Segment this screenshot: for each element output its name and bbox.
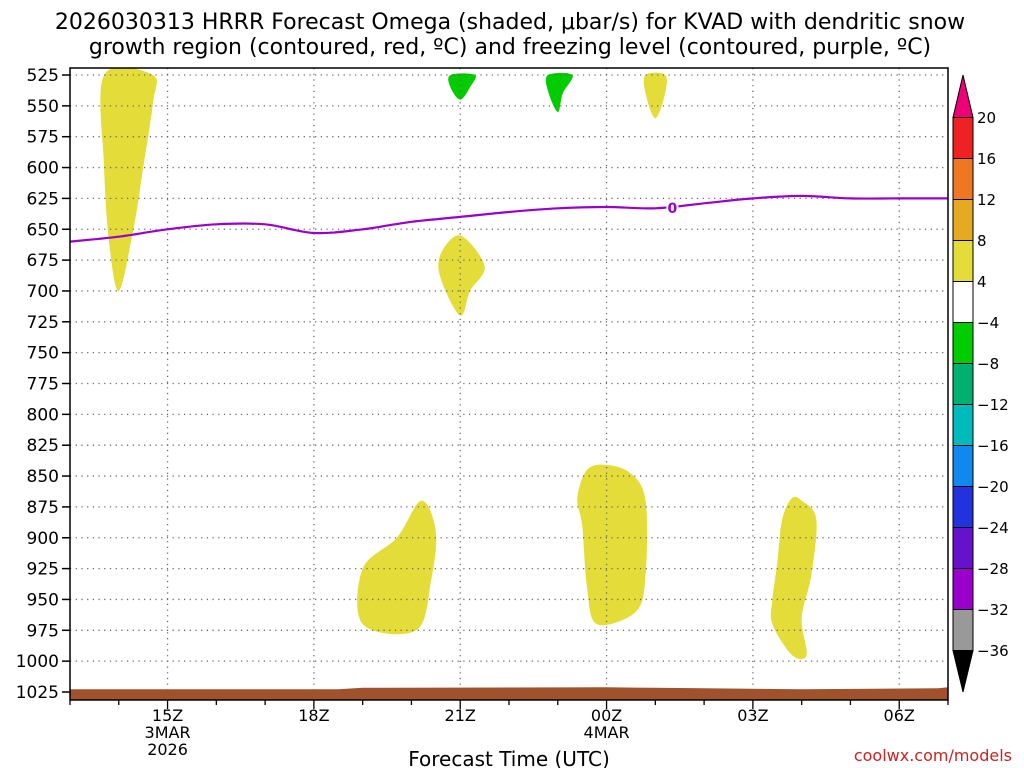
chart-title-line-1: 2026030313 HRRR Forecast Omega (shaded, … bbox=[55, 10, 965, 35]
colorbar-segment-0 bbox=[952, 117, 974, 159]
x-tick-label-18Z-line1: 18Z bbox=[298, 706, 329, 725]
y-tick-label-825: 825 bbox=[27, 436, 59, 456]
colorbar-label-9: −20 bbox=[977, 478, 1009, 496]
omega-region-ascent-3MAR-14Z-upper bbox=[100, 68, 157, 291]
y-tick-label-1000: 1000 bbox=[16, 652, 59, 672]
freezing-level-layer: 0 bbox=[69, 194, 948, 243]
y-tick-label-650: 650 bbox=[27, 220, 59, 240]
y-tick-label-550: 550 bbox=[27, 97, 59, 117]
colorbar-segment-8 bbox=[952, 445, 974, 487]
colorbar-label-6: −8 bbox=[977, 355, 999, 373]
x-tick-label-06Z-line1: 06Z bbox=[884, 706, 915, 725]
freezing-level-line bbox=[69, 194, 948, 243]
omega-shading-layer bbox=[100, 68, 817, 660]
y-tick-label-575: 575 bbox=[27, 128, 59, 148]
colorbar: 20 16 12 8 4 −4 −8 −12 −16 −20 −24 −28 −32 −36 bbox=[952, 74, 1009, 693]
y-tick-label-725: 725 bbox=[27, 313, 59, 333]
freezing-level-label-bg bbox=[666, 199, 679, 216]
colorbar-segment-11 bbox=[952, 568, 974, 610]
colorbar-label-12: −32 bbox=[977, 601, 1009, 619]
y-tick-label-900: 900 bbox=[27, 529, 59, 549]
y-tick-label-700: 700 bbox=[27, 282, 59, 302]
colorbar-segment-6 bbox=[952, 363, 974, 405]
colorbar-label-2: 12 bbox=[977, 191, 996, 209]
colorbar-top-arrow bbox=[952, 74, 974, 118]
y-tick-label-1025: 1025 bbox=[16, 683, 59, 703]
y-tick-label-750: 750 bbox=[27, 344, 59, 364]
omega-region-ascent-21Z-mid bbox=[438, 235, 485, 316]
colorbar-segment-1 bbox=[952, 158, 974, 200]
colorbar-label-5: −4 bbox=[977, 314, 999, 332]
colorbar-label-1: 16 bbox=[977, 150, 996, 168]
omega-region-ascent-20Z-low bbox=[357, 500, 437, 635]
chart-title-line-2: growth region (contoured, red, ºC) and f… bbox=[89, 35, 931, 60]
y-tick-label-625: 625 bbox=[27, 189, 59, 209]
colorbar-segment-7 bbox=[952, 404, 974, 446]
freezing-level-label: 0 bbox=[668, 201, 678, 217]
colorbar-segment-10 bbox=[952, 527, 974, 569]
x-tick-label-00Z-line2: 4MAR bbox=[584, 723, 630, 742]
omega-region-descent-23Z-upper bbox=[545, 72, 573, 113]
colorbar-segment-4 bbox=[952, 281, 974, 323]
x-tick-label-15Z-line2: 3MAR bbox=[145, 723, 191, 742]
colorbar-label-13: −36 bbox=[977, 642, 1009, 660]
colorbar-segment-3 bbox=[952, 240, 974, 282]
colorbar-segment-2 bbox=[952, 199, 974, 241]
ground-layer bbox=[70, 687, 948, 700]
credit-text: coolwx.com/models bbox=[854, 746, 1012, 765]
colorbar-label-3: 8 bbox=[977, 232, 987, 250]
pressure-axis: 525 550 575 600 625 650 675 700 725 750 775 800 825 8… bbox=[16, 66, 70, 703]
y-tick-label-850: 850 bbox=[27, 467, 59, 487]
x-axis-label: Forecast Time (UTC) bbox=[408, 747, 610, 768]
colorbar-bottom-arrow bbox=[952, 650, 974, 693]
colorbar-label-4: 4 bbox=[977, 273, 987, 291]
y-tick-label-675: 675 bbox=[27, 251, 59, 271]
y-tick-label-600: 600 bbox=[27, 159, 59, 179]
y-tick-label-925: 925 bbox=[27, 560, 59, 580]
y-tick-label-525: 525 bbox=[27, 66, 59, 86]
omega-region-ascent-04Z-low bbox=[770, 496, 817, 660]
x-tick-label-00Z-line1: 00Z bbox=[591, 706, 622, 725]
y-tick-label-800: 800 bbox=[27, 405, 59, 425]
colorbar-label-10: −24 bbox=[977, 519, 1009, 537]
colorbar-label-7: −12 bbox=[977, 396, 1009, 414]
omega-region-ascent-01Z-upper bbox=[643, 72, 667, 119]
y-tick-label-975: 975 bbox=[27, 621, 59, 641]
x-tick-label-15Z-line3: 2026 bbox=[147, 740, 188, 759]
y-tick-label-775: 775 bbox=[27, 375, 59, 395]
colorbar-label-0: 20 bbox=[977, 109, 996, 127]
x-tick-label-21Z-line1: 21Z bbox=[445, 706, 476, 725]
y-tick-label-875: 875 bbox=[27, 498, 59, 518]
y-tick-label-950: 950 bbox=[27, 590, 59, 610]
colorbar-segment-12 bbox=[952, 609, 974, 651]
omega-region-descent-21Z-upper bbox=[448, 73, 476, 100]
ground-surface bbox=[70, 687, 948, 700]
omega-region-ascent-00Z-low bbox=[577, 464, 648, 626]
colorbar-segment-5 bbox=[952, 322, 974, 364]
colorbar-label-8: −16 bbox=[977, 437, 1009, 455]
x-tick-label-03Z-line1: 03Z bbox=[737, 706, 768, 725]
colorbar-segment-9 bbox=[952, 486, 974, 528]
x-tick-label-15Z-line1: 15Z bbox=[152, 706, 183, 725]
colorbar-label-11: −28 bbox=[977, 560, 1009, 578]
